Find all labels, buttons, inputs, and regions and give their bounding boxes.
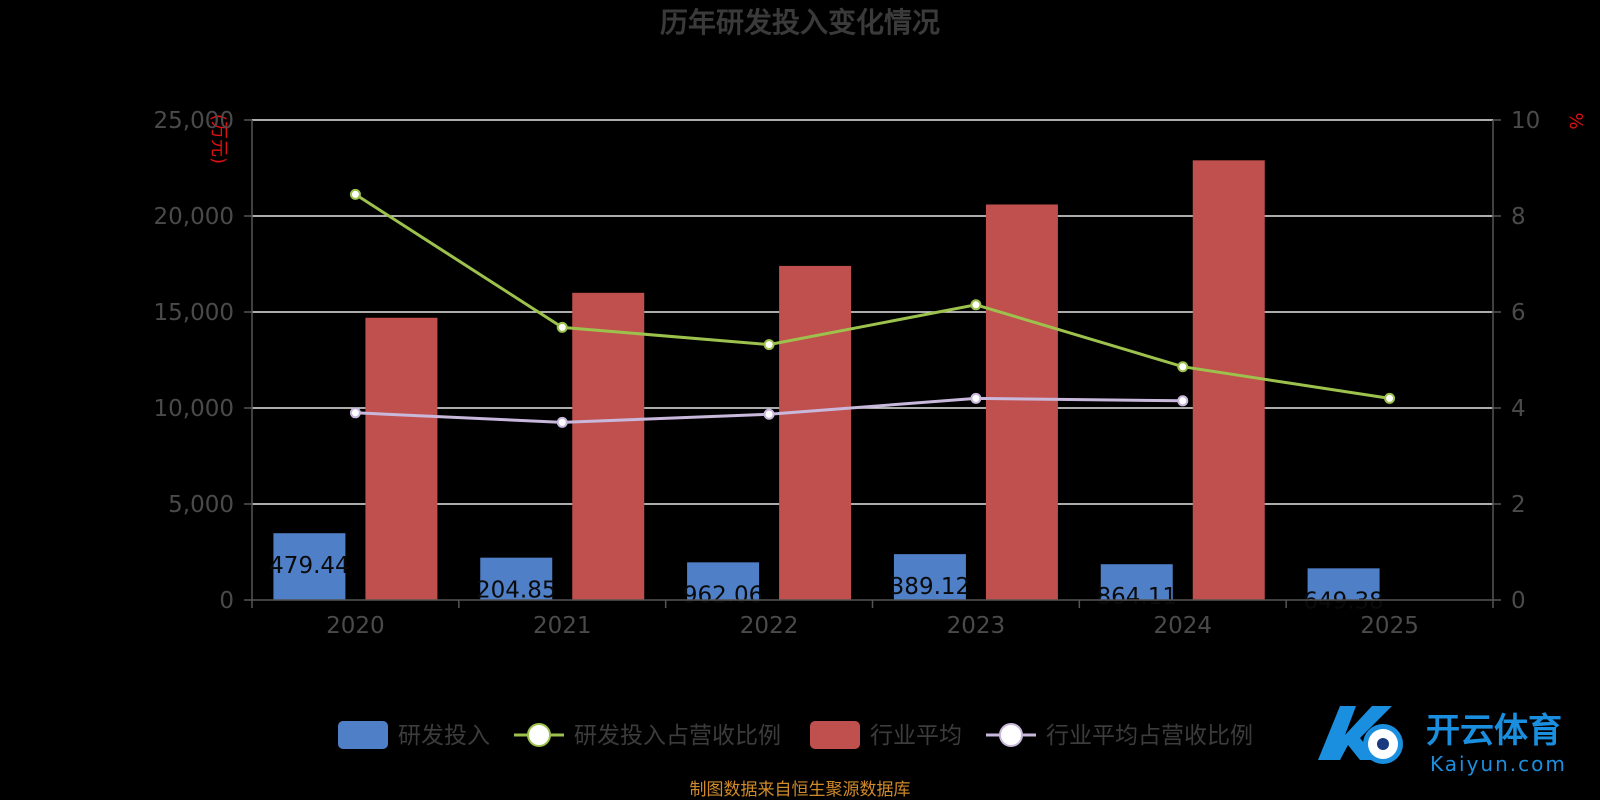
legend-swatch	[810, 721, 860, 749]
legend-item[interactable]: 行业平均占营收比例	[986, 723, 1253, 749]
rd-ratio-point	[1177, 361, 1189, 373]
left-tick-label: 25,000	[154, 108, 234, 134]
source-note: 制图数据来自恒生聚源数据库	[690, 780, 911, 800]
right-tick-label: 8	[1511, 204, 1526, 230]
legend-swatch-marker	[527, 723, 551, 747]
rd-ratio-point	[556, 321, 568, 333]
legend-swatch-marker	[999, 723, 1023, 747]
legend-item[interactable]: 行业平均	[810, 721, 962, 749]
x-tick-label: 2023	[947, 613, 1006, 639]
left-tick-label: 5,000	[168, 492, 234, 518]
industry-ratio-point	[1177, 395, 1189, 407]
industry-ratio-point	[763, 408, 775, 420]
rd-ratio-point	[1384, 392, 1396, 404]
left-tick-label: 20,000	[154, 204, 234, 230]
bar-data-label: 389.12	[890, 574, 970, 600]
left-axis-unit: (万元)	[208, 114, 229, 164]
industry-ratio-point	[970, 392, 982, 404]
right-tick-label: 0	[1511, 588, 1526, 614]
x-tick-label: 2020	[326, 613, 385, 639]
logo-brand: 开云体育	[1426, 711, 1562, 751]
legend-label: 研发投入占营收比例	[574, 723, 781, 749]
industry-avg-bar	[572, 292, 645, 600]
rd-investment-bar	[893, 554, 966, 600]
left-tick-label: 10,000	[154, 396, 234, 422]
x-tick-label: 2025	[1360, 613, 1419, 639]
industry-ratio-point	[349, 407, 361, 419]
right-tick-label: 4	[1511, 396, 1526, 422]
bar-data-label: 864.11	[1097, 584, 1177, 610]
right-tick-label: 10	[1511, 108, 1540, 134]
legend-item[interactable]: 研发投入	[338, 721, 490, 749]
kaiyun-logo: 开云体育 Kaiyun.com	[1318, 706, 1567, 776]
rd-ratio-point	[970, 299, 982, 311]
legend-swatch	[338, 721, 388, 749]
rd-ratio-point	[763, 339, 775, 351]
rd-investment-bar	[1307, 568, 1380, 600]
bar-data-label: 962.06	[683, 582, 763, 608]
right-axis-unit: %	[1565, 112, 1586, 129]
rd-investment-bar	[1100, 564, 1173, 600]
bar-data-label: 479.44	[269, 553, 349, 579]
legend-label: 行业平均	[870, 723, 962, 749]
industry-avg-bar	[1192, 160, 1265, 600]
legend-label: 行业平均占营收比例	[1046, 723, 1253, 749]
left-tick-label: 0	[219, 588, 234, 614]
industry-ratio-point	[556, 416, 568, 428]
x-tick-label: 2022	[740, 613, 799, 639]
x-tick-label: 2021	[533, 613, 592, 639]
right-tick-label: 2	[1511, 492, 1526, 518]
rd-investment-bar	[687, 562, 760, 600]
kaiyun-emblem-icon	[1318, 706, 1403, 764]
industry-avg-bar	[365, 317, 438, 600]
rd-investment-bar	[273, 533, 346, 600]
bar-data-label: 649.38	[1303, 588, 1383, 614]
industry-avg-bar	[779, 265, 852, 600]
right-tick-label: 6	[1511, 300, 1526, 326]
x-tick-label: 2024	[1153, 613, 1212, 639]
rd-ratio-point	[349, 188, 361, 200]
industry-avg-bar	[985, 204, 1058, 601]
left-tick-label: 15,000	[154, 300, 234, 326]
rd-investment-bar	[480, 557, 553, 600]
legend-item[interactable]: 研发投入占营收比例	[514, 723, 781, 749]
legend-label: 研发投入	[398, 723, 490, 749]
rd-ratio-line	[354, 193, 1390, 400]
chart-title: 历年研发投入变化情况	[660, 6, 940, 39]
logo-domain: Kaiyun.com	[1430, 752, 1567, 776]
